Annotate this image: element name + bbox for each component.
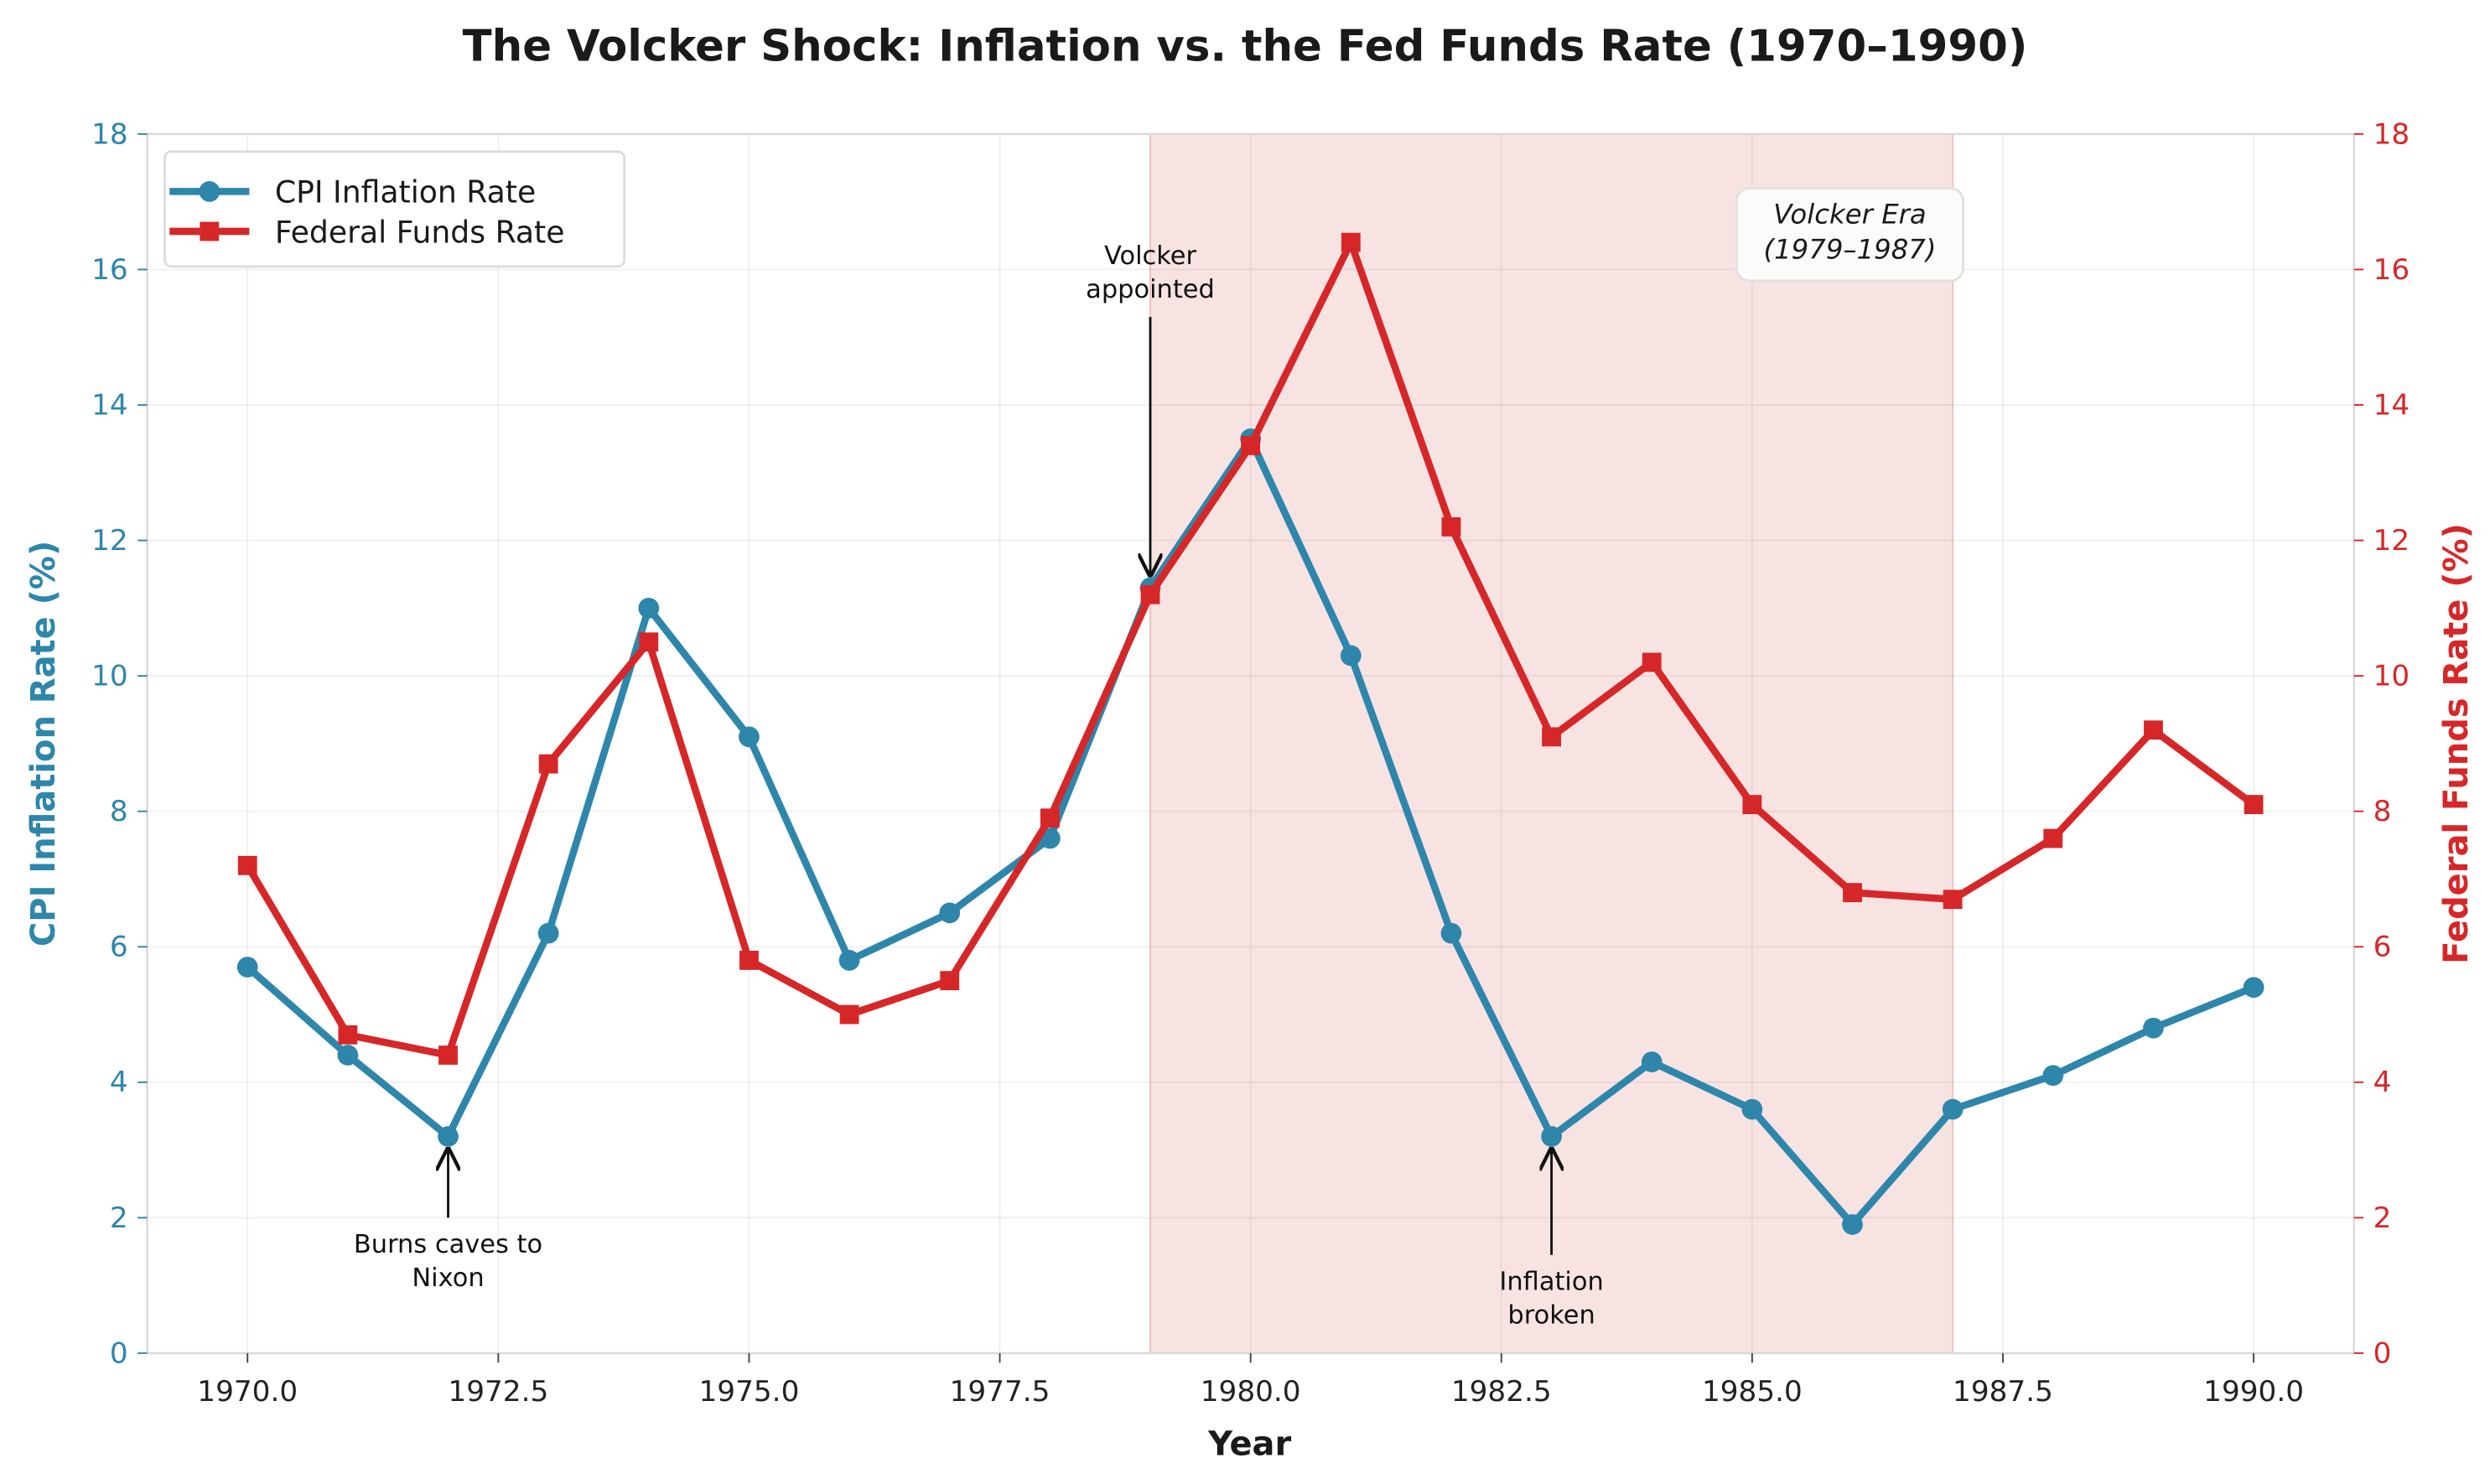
- y-axis-right-label: Federal Funds Rate (%): [2437, 523, 2476, 964]
- data-point: [1942, 1098, 1963, 1120]
- data-point: [2043, 828, 2063, 848]
- data-point: [940, 971, 960, 991]
- era-label-text: (1979–1987): [1763, 233, 1936, 265]
- y-tick-label-left: 6: [110, 931, 128, 964]
- data-point: [839, 1004, 859, 1025]
- legend-label: CPI Inflation Rate: [275, 174, 536, 210]
- legend-marker: [200, 221, 220, 241]
- y-tick-label-left: 12: [91, 524, 128, 558]
- y-tick-label-left: 0: [110, 1336, 128, 1370]
- x-tick-label: 1980.0: [1201, 1375, 1301, 1409]
- x-tick-label: 1970.0: [197, 1375, 298, 1409]
- data-point: [2042, 1065, 2064, 1087]
- legend-label: Federal Funds Rate: [275, 214, 565, 250]
- plot-frame: [146, 132, 2355, 1355]
- data-point: [337, 1045, 359, 1066]
- era-label-text: Volcker Era: [1773, 198, 1927, 230]
- data-point: [237, 855, 257, 875]
- data-point: [2243, 977, 2264, 999]
- data-point: [739, 726, 760, 748]
- data-point: [739, 950, 759, 970]
- data-point: [1341, 232, 1361, 252]
- data-point: [1842, 1214, 1863, 1235]
- data-point: [1742, 795, 1762, 815]
- data-point: [1843, 883, 1862, 903]
- y-tick-label-right: 2: [2373, 1201, 2392, 1235]
- y-tick-label-right: 6: [2373, 931, 2392, 964]
- y-tick-label-right: 12: [2373, 524, 2410, 558]
- data-point: [1642, 652, 1662, 672]
- x-tick-label: 1977.5: [950, 1375, 1050, 1409]
- legend-marker: [199, 181, 220, 202]
- data-point: [236, 957, 258, 978]
- y-tick-label-right: 0: [2373, 1336, 2392, 1370]
- data-point: [1943, 890, 1963, 910]
- y-tick-label-left: 16: [91, 253, 128, 287]
- data-point: [338, 1025, 358, 1045]
- data-point: [2143, 1017, 2164, 1039]
- x-tick-label: 1990.0: [2203, 1375, 2304, 1409]
- x-tick-label: 1982.5: [1451, 1375, 1552, 1409]
- y-tick-label-right: 8: [2373, 795, 2392, 828]
- y-tick-label-right: 10: [2373, 660, 2410, 693]
- annotation-text: Nixon: [412, 1263, 484, 1293]
- annotation-text: appointed: [1086, 275, 1215, 304]
- legend: [163, 150, 626, 268]
- y-tick-label-left: 8: [110, 795, 128, 828]
- data-point: [2244, 795, 2264, 815]
- data-point: [1541, 1126, 1562, 1147]
- data-point: [1641, 1051, 1663, 1072]
- x-tick-label: 1985.0: [1702, 1375, 1803, 1409]
- era-label-box: [1735, 187, 1965, 283]
- y-tick-label-left: 4: [110, 1066, 128, 1099]
- data-point: [639, 632, 659, 652]
- y-tick-label-right: 18: [2373, 117, 2410, 151]
- x-tick-label: 1975.0: [699, 1375, 800, 1409]
- y-tick-label-right: 4: [2373, 1066, 2392, 1099]
- x-tick-label: 1972.5: [448, 1375, 548, 1409]
- annotation-text: Inflation: [1499, 1268, 1603, 1297]
- y-axis-left-label: CPI Inflation Rate (%): [24, 541, 63, 947]
- data-point: [1340, 645, 1362, 667]
- data-point: [1741, 1098, 1763, 1120]
- plot-area: 1970.0 1972.5 1975.0 1977.5 1980.0 1982.5 1985…: [91, 117, 2410, 1409]
- data-point: [638, 597, 660, 619]
- x-tick-label: 1987.5: [1953, 1375, 2053, 1409]
- data-point: [939, 902, 961, 924]
- data-point: [438, 1046, 458, 1065]
- annotation-text: Burns caves to: [354, 1230, 542, 1259]
- data-point: [538, 754, 558, 774]
- chart-title: The Volcker Shock: Inflation vs. the Fed…: [463, 21, 2028, 71]
- data-point: [1241, 436, 1261, 455]
- y-tick-label-right: 16: [2373, 253, 2410, 287]
- data-point: [438, 1126, 459, 1147]
- data-point: [537, 922, 559, 944]
- y-tick-label-right: 14: [2373, 388, 2410, 422]
- data-point: [1542, 727, 1562, 747]
- data-point: [1441, 516, 1461, 537]
- y-tick-label-left: 10: [91, 660, 128, 693]
- data-point: [1140, 584, 1160, 604]
- y-tick-label-left: 18: [91, 117, 128, 151]
- data-point: [1440, 922, 1462, 944]
- data-point: [2144, 720, 2163, 740]
- x-axis-label: Year: [1207, 1425, 1291, 1464]
- data-point: [1040, 808, 1060, 828]
- y-tick-label-left: 2: [110, 1201, 128, 1235]
- data-point: [838, 950, 860, 971]
- annotation-text: broken: [1507, 1301, 1595, 1331]
- annotation-text: Volcker: [1104, 241, 1197, 271]
- y-tick-label-left: 14: [91, 388, 128, 422]
